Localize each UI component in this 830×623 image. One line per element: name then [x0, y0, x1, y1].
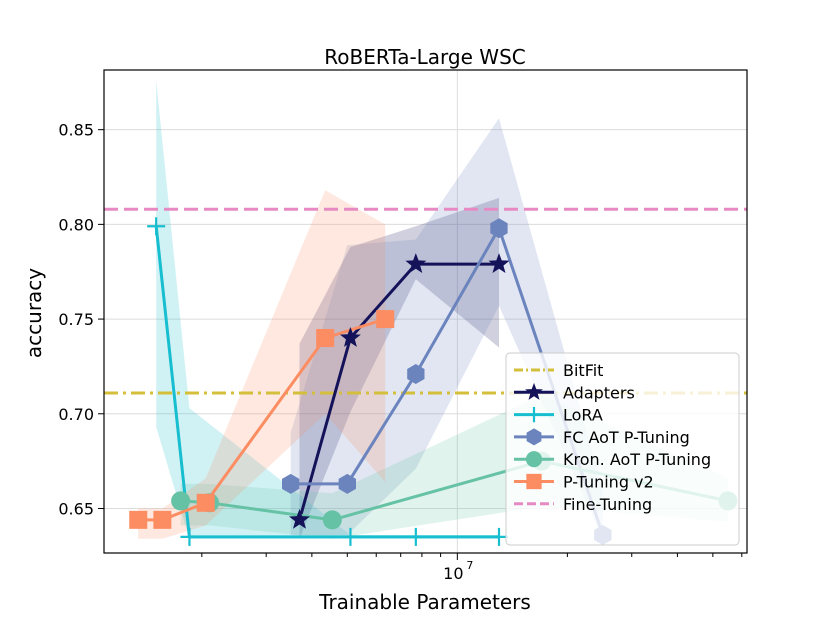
point-adapters-2: [405, 253, 427, 273]
legend-lora-marker: [526, 406, 542, 423]
legend-fc-aot-p-tuning-marker: [526, 428, 542, 446]
point-kron-aot-p-tuning-2: [322, 510, 342, 530]
band-lora: [156, 80, 499, 539]
legend-p-tuning-v2-marker: [526, 473, 542, 490]
point-p-tuning-v2-2: [196, 493, 215, 512]
legend: BitFit Adapters LoRA FC AoT P-Tuning Kron. A…: [505, 352, 740, 546]
chart-title: RoBERTa-Large WSC: [324, 45, 525, 69]
point-adapters-0: [289, 508, 310, 529]
y-axis-label: accuracy: [22, 268, 46, 358]
legend-box: [505, 352, 740, 546]
y-tick-label: 0.65: [58, 499, 94, 518]
legend-bitfit-label: BitFit: [563, 361, 603, 380]
plot-frame: [103, 69, 748, 554]
point-fc-aot-p-tuning-1: [338, 473, 356, 494]
legend-fine-tuning-label: Fine-Tuning: [563, 495, 652, 514]
y-tick-label: 0.85: [58, 121, 94, 140]
axes-layer: 0.65 0.70 0.75 0.80 0.85 10 7: [58, 69, 748, 583]
point-lora-3: [406, 527, 425, 546]
point-lora-1: [180, 527, 199, 546]
legend-adapters-marker: [525, 382, 543, 400]
y-tick-label: 0.75: [58, 310, 94, 329]
point-fc-aot-p-tuning-0: [282, 473, 300, 494]
y-tick-label: 0.70: [58, 405, 94, 424]
legend-fc-aot-p-tuning-label: FC AoT P-Tuning: [563, 428, 690, 447]
point-p-tuning-v2-3: [316, 329, 335, 348]
line-adapters: [298, 262, 499, 521]
point-lora-0: [147, 217, 166, 236]
legend-adapters-label: Adapters: [563, 383, 635, 402]
x-tick-label: 10: [443, 564, 463, 583]
point-fc-aot-p-tuning-3: [490, 218, 508, 239]
legend-kron-aot-p-tuning-marker: [525, 451, 543, 468]
x-axis-label: Trainable Parameters: [318, 590, 531, 614]
point-kron-aot-p-tuning-0: [171, 491, 191, 511]
band-fc-aot-p-tuning: [290, 118, 603, 539]
legend-lora-label: LoRA: [563, 406, 603, 425]
point-fc-aot-p-tuning-2: [407, 364, 425, 384]
band-adapters: [299, 197, 499, 539]
point-p-tuning-v2-1: [153, 510, 172, 529]
y-tick-label: 0.80: [58, 215, 94, 234]
point-p-tuning-v2-4: [376, 310, 395, 329]
x-tick-label-exponent: 7: [466, 559, 473, 572]
point-lora-4: [489, 527, 508, 546]
point-adapters-3: [488, 253, 510, 273]
point-adapters-1: [340, 327, 361, 347]
point-lora-2: [341, 527, 360, 546]
legend-p-tuning-v2-label: P-Tuning v2: [563, 473, 654, 492]
band-p-tuning-v2: [138, 190, 386, 539]
point-p-tuning-v2-0: [129, 510, 148, 529]
legend-kron-aot-p-tuning-label: Kron. AoT P-Tuning: [563, 450, 711, 469]
